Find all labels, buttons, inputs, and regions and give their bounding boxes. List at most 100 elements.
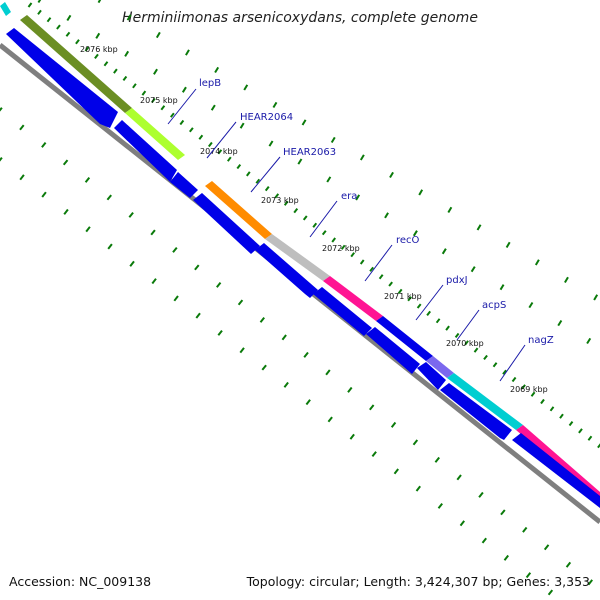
gene-label-acpS[interactable]: acpS — [482, 300, 506, 311]
grid-row1-tick-17 — [528, 301, 534, 309]
grid-row2-tick-4 — [214, 66, 220, 74]
grid-row3-tick-18 — [390, 421, 397, 428]
grid-row3-tick-13 — [281, 334, 287, 341]
feature-olive[interactable] — [20, 15, 132, 113]
cds-4[interactable] — [193, 193, 260, 254]
grid-row4-tick-8 — [173, 295, 179, 302]
cds-8[interactable] — [417, 362, 446, 390]
grid-row4-tick-10 — [217, 329, 223, 336]
grid-row1-tick-18 — [557, 319, 563, 327]
feature-recO[interactable] — [376, 316, 433, 361]
gene-label-era[interactable]: era — [341, 191, 357, 202]
leader-HEAR2063 — [250, 156, 281, 193]
grid-row3-tick-17 — [369, 404, 375, 411]
ruler-tick-10 — [122, 75, 128, 82]
grid-row1-tick-3 — [124, 50, 130, 57]
grid-row2-tick-12 — [447, 206, 453, 214]
kbp-labels: 2076 kbp 2075 kbp 2074 kbp 2073 kbp 2072… — [80, 45, 548, 394]
ruler-tick-55 — [549, 406, 555, 412]
cds-5[interactable] — [255, 243, 318, 298]
feature-HEAR2063[interactable] — [265, 234, 330, 281]
grid-row3-tick-23 — [500, 509, 506, 516]
ruler-tick-21 — [227, 156, 232, 162]
ruler-tick-48 — [483, 354, 488, 361]
grid-row4-tick-9 — [195, 312, 201, 319]
ruler-tick-59 — [587, 435, 593, 441]
grid-row1-tick-5 — [181, 86, 187, 93]
gene-label-recO[interactable]: recO — [396, 235, 420, 246]
ruler-tick-16 — [179, 119, 185, 126]
grid-row4-tick-24 — [525, 572, 532, 579]
ruler-tick-45 — [454, 332, 460, 339]
cds-2[interactable] — [114, 120, 177, 182]
ruler-tick-26 — [274, 193, 280, 199]
ruler-tick-35 — [359, 259, 365, 265]
grid-row3-tick-20 — [434, 456, 440, 463]
grid-row3-tick-26 — [565, 561, 572, 568]
gene-label-HEAR2063[interactable]: HEAR2063 — [283, 147, 336, 158]
cds-7[interactable] — [366, 327, 420, 374]
ruler-tick-13 — [151, 97, 156, 104]
grid-row1-tick-4 — [153, 68, 158, 75]
grid-row3-tick-0 — [0, 107, 3, 112]
grid-row4-tick-3 — [63, 208, 69, 215]
accession-text: Accession: NC_009138 — [9, 574, 152, 589]
cds-9[interactable] — [440, 383, 512, 440]
gene-label-nagZ[interactable]: nagZ — [528, 335, 554, 346]
grid-row2-tick-15 — [534, 259, 540, 266]
grid-row3-tick-16 — [347, 386, 353, 393]
grid-row4-tick-21 — [459, 520, 465, 527]
grid-row2-tick-14 — [505, 241, 511, 249]
grid-row2-tick-3 — [185, 49, 190, 56]
grid-row3-tick-3 — [62, 159, 69, 166]
feature-era[interactable] — [323, 276, 383, 321]
grid-row4-tick-22 — [481, 537, 487, 544]
kbp-label-2074: 2074 kbp — [200, 147, 238, 156]
leader-pdxJ — [415, 284, 444, 321]
ruler-tick-0 — [27, 2, 33, 8]
ruler-tick-7 — [94, 53, 99, 60]
ruler-tick-14 — [160, 105, 166, 111]
ruler-tick-30 — [312, 222, 318, 228]
feature-HEAR2064[interactable] — [205, 181, 272, 239]
gene-label-lepB[interactable]: lepB — [199, 78, 221, 89]
grid-row2-tick-10 — [389, 171, 394, 179]
kbp-label-2075: 2075 kbp — [140, 96, 178, 105]
grid-row1-tick-14 — [441, 248, 447, 255]
cds-1[interactable] — [6, 28, 118, 128]
grid-row4-tick-11 — [239, 347, 245, 354]
grid-row2-tick-16 — [564, 276, 569, 284]
grid-row4-tick-18 — [393, 468, 399, 475]
grid-row4-tick-5 — [107, 243, 113, 250]
ruler-tick-18 — [198, 134, 204, 140]
grid-row3-tick-25 — [543, 544, 550, 551]
cds-6[interactable] — [313, 287, 372, 336]
ruler-tick-40 — [407, 296, 412, 302]
feature-pdxJ[interactable] — [426, 356, 454, 378]
grid-row1-tick-13 — [412, 230, 418, 237]
ruler-tick-22 — [236, 163, 242, 170]
ruler-tick-44 — [445, 325, 450, 331]
ruler-tick-47 — [473, 347, 479, 353]
kbp-label-2071: 2071 kbp — [384, 292, 422, 301]
grid-row4-tick-6 — [129, 260, 135, 267]
ruler-tick-57 — [568, 420, 574, 427]
grid-row1-tick-10 — [326, 176, 332, 183]
gene-label-HEAR2064[interactable]: HEAR2064 — [240, 112, 293, 123]
ruler-tick-39 — [397, 288, 403, 295]
ruler-tick-25 — [264, 185, 270, 192]
leader-HEAR2064 — [206, 121, 237, 159]
cds-10[interactable] — [512, 433, 600, 508]
grid-row4-tick-23 — [503, 554, 509, 561]
gene-label-pdxJ[interactable]: pdxJ — [446, 275, 468, 286]
grid-row1-tick-7 — [239, 122, 245, 129]
grid-row2-tick-7 — [301, 119, 307, 126]
feature-acpS[interactable] — [447, 373, 523, 430]
ruler-tick-49 — [492, 362, 498, 368]
grid-row3-tick-27 — [587, 579, 593, 586]
feature-lepB[interactable] — [125, 108, 185, 160]
ruler-tick-9 — [113, 68, 118, 74]
cds-3[interactable] — [170, 172, 198, 198]
kbp-label-2072: 2072 kbp — [322, 244, 360, 253]
